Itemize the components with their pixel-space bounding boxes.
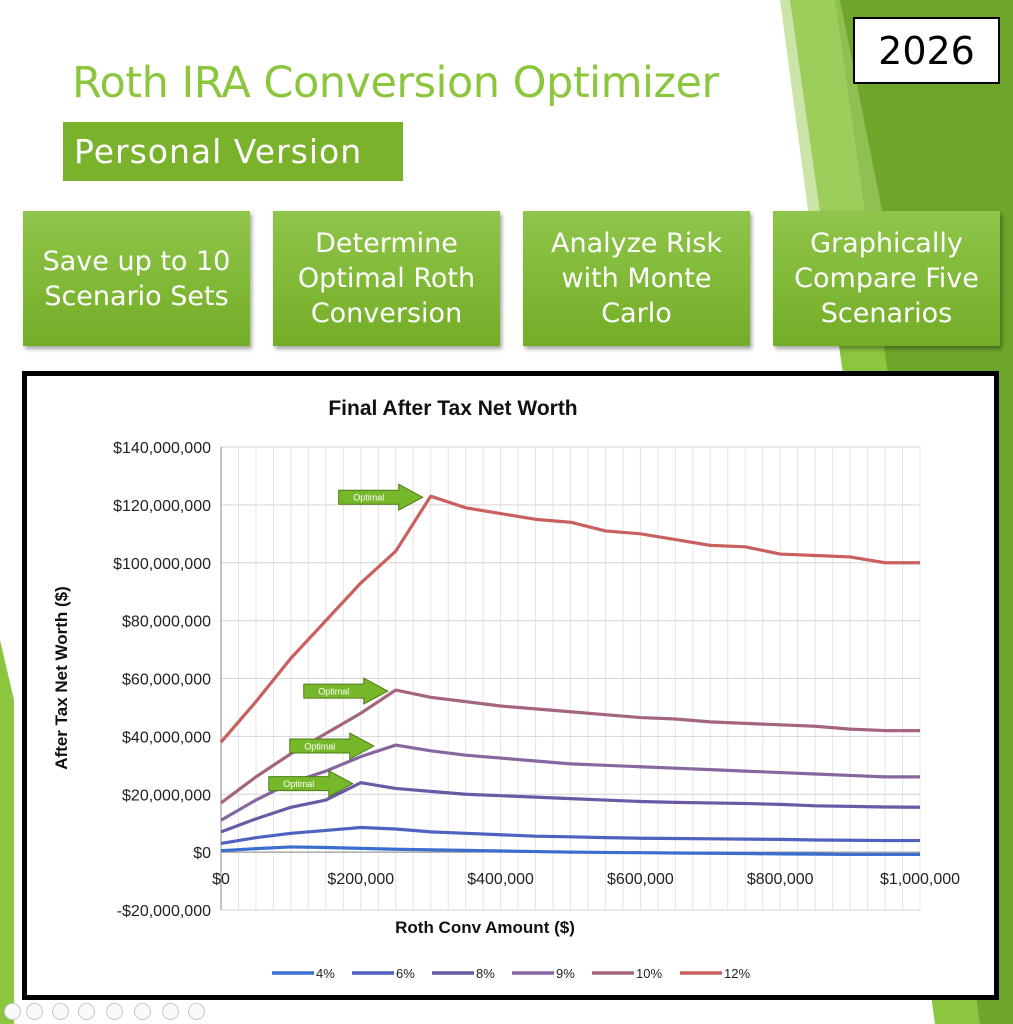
y-tick-label: $60,000,000 <box>122 672 211 689</box>
y-tick-label: $120,000,000 <box>113 498 211 515</box>
chart-frame <box>22 371 999 1000</box>
net-worth-chart: Optimal Optimal Optimal Optimal $140,000,00… <box>52 397 960 981</box>
optimal-arrow <box>289 732 375 760</box>
optimal-arrow-label: Optimal <box>304 742 335 752</box>
optimal-arrow-label: Optimal <box>353 493 384 503</box>
y-axis-label: After Tax Net Worth ($) <box>52 586 71 770</box>
y-tick-label: -$20,000,000 <box>117 903 211 920</box>
y-tick-label: $80,000,000 <box>122 614 211 631</box>
series-line-9pct <box>220 743 920 822</box>
optimal-arrow <box>303 677 389 705</box>
x-tick-label: $0 <box>212 871 230 888</box>
slides-grid-icon[interactable] <box>78 1003 95 1020</box>
feature-save-scenarios[interactable]: Save up to 10 Scenario Sets <box>23 211 250 346</box>
feature-optimal-conversion[interactable]: Determine Optimal Roth Conversion <box>273 211 500 346</box>
series-line-6pct <box>220 825 920 846</box>
y-tick-label: $40,000,000 <box>122 729 211 746</box>
legend-label: 4% <box>316 966 335 981</box>
legend-label: 10% <box>636 966 662 981</box>
optimal-arrow-label: Optimal <box>283 779 314 789</box>
subtitles-icon[interactable] <box>134 1003 151 1020</box>
legend-label: 6% <box>396 966 415 981</box>
pen-icon[interactable] <box>52 1003 69 1020</box>
feature-monte-carlo[interactable]: Analyze Risk with Monte Carlo <box>523 211 750 346</box>
legend-label: 9% <box>556 966 575 981</box>
optimal-arrow-label: Optimal <box>318 687 349 697</box>
y-tick-label: $140,000,000 <box>113 440 211 457</box>
optimal-arrow <box>268 769 354 798</box>
x-tick-label: $200,000 <box>327 871 394 888</box>
more-options-icon[interactable] <box>188 1003 205 1020</box>
zoom-icon[interactable] <box>106 1003 123 1020</box>
x-tick-label: $800,000 <box>747 871 814 888</box>
series-line-8pct <box>220 781 921 834</box>
subtitle-badge: Personal Version <box>63 122 403 181</box>
chart-title: Final After Tax Net Worth <box>328 397 577 420</box>
series-line-12pct <box>219 494 920 744</box>
x-axis-label: Roth Conv Amount ($) <box>395 918 575 937</box>
page-title: Roth IRA Conversion Optimizer <box>72 58 719 108</box>
y-tick-label: $100,000,000 <box>113 556 211 573</box>
next-slide-icon[interactable] <box>26 1003 43 1020</box>
previous-slide-icon[interactable] <box>4 1003 21 1020</box>
x-tick-label: $400,000 <box>467 871 534 888</box>
slideshow-toolbar <box>0 1000 220 1024</box>
camera-icon[interactable] <box>162 1003 179 1020</box>
feature-compare-scenarios[interactable]: Graphically Compare Five Scenarios <box>773 211 1000 346</box>
y-tick-label: $0 <box>193 845 211 862</box>
series-line-4pct <box>220 845 920 857</box>
legend-label: 12% <box>724 966 750 981</box>
green-corner-shape <box>0 640 14 1024</box>
year-box: 2026 <box>853 17 1000 84</box>
legend-label: 8% <box>476 966 495 981</box>
series-line-10pct <box>220 688 920 805</box>
x-tick-label: $1,000,000 <box>880 871 960 888</box>
x-tick-label: $600,000 <box>607 871 674 888</box>
y-tick-label: $20,000,000 <box>122 787 211 804</box>
optimal-arrow <box>338 483 424 512</box>
